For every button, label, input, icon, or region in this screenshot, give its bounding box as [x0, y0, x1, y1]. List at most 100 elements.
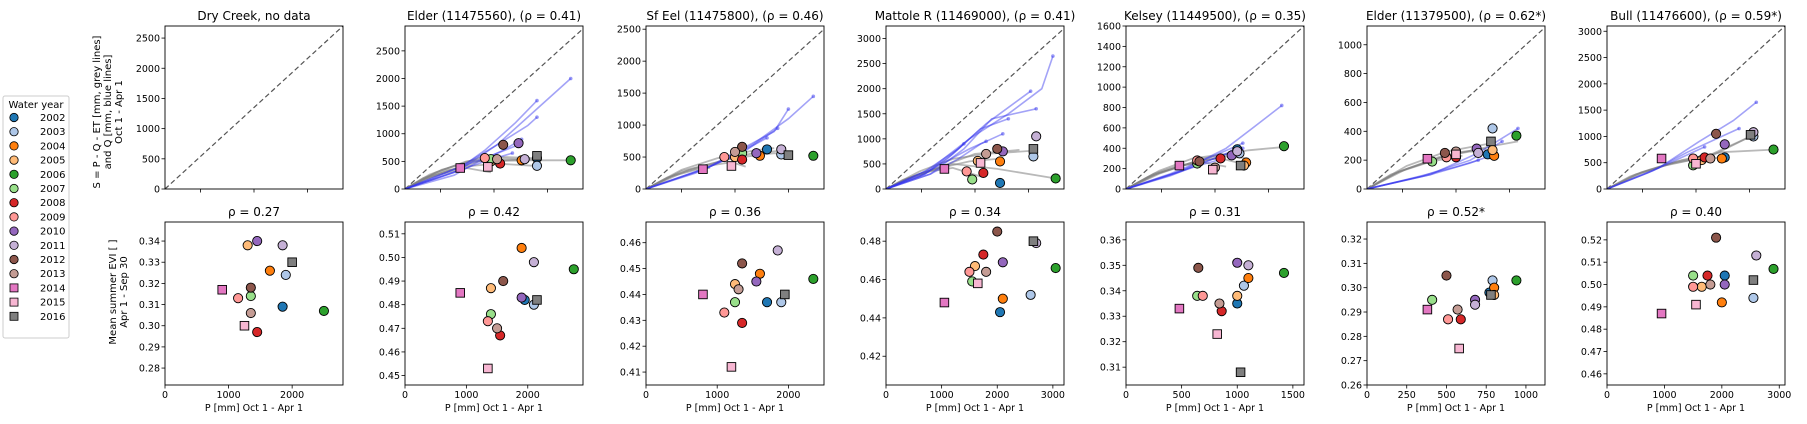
legend-marker-2003	[9, 127, 19, 137]
discharge-line-3	[405, 116, 538, 189]
discharge-line-2	[886, 90, 1032, 189]
point-2014	[455, 288, 465, 298]
legend-label-2007: 2007	[40, 184, 65, 195]
point-2015	[1451, 149, 1461, 160]
point-2006	[318, 305, 329, 316]
x-tick-label: 250	[1398, 390, 1416, 401]
y-tick-label: 0	[1115, 185, 1121, 196]
point-2012	[737, 258, 748, 269]
panel-bottom-2: ρ = 0.42 0.45 0.46 0.47 0.48 0.49 0.50 0.51 0 100…	[379, 205, 584, 414]
y-tick-label: 0.45	[379, 371, 400, 382]
point-2003	[531, 160, 543, 171]
point-2013	[1705, 153, 1716, 164]
point-2015	[726, 362, 737, 372]
panels: Dry Creek, no data05001000150020002500El…	[136, 9, 1792, 414]
point-2012	[245, 282, 256, 293]
point-2012	[498, 276, 509, 287]
point-2008	[978, 167, 989, 179]
discharge-line-3	[886, 108, 1037, 189]
point-2003	[280, 269, 291, 280]
discharge-line-3	[1607, 146, 1705, 189]
discharge-line-4	[646, 137, 768, 189]
y-tick-label: 500	[1584, 158, 1602, 169]
discharge-line-end-2	[1500, 139, 1504, 144]
y-tick-label: 1000	[857, 134, 881, 145]
y-tick-label: 2500	[857, 59, 881, 70]
discharge-line-5	[886, 133, 1004, 189]
panel-title: ρ = 0.42	[468, 205, 520, 219]
point-2016	[1745, 130, 1756, 140]
point-2013	[245, 307, 256, 319]
plot-area	[165, 26, 343, 189]
panel-top-3: Sf Eel (11475800), (ρ = 0.46) 0 500 1000 150…	[617, 9, 825, 196]
point-2006	[1511, 130, 1522, 141]
x-tick-label: 2000	[1710, 390, 1734, 401]
plot-frame	[645, 221, 825, 386]
y-tick-label: 0.30	[1341, 283, 1362, 294]
point-2011	[772, 245, 783, 256]
y-tick-label: 0.41	[620, 368, 641, 379]
panel-title: ρ = 0.36	[709, 205, 761, 219]
point-2010	[1232, 257, 1243, 268]
point-2012	[498, 139, 509, 150]
point-2014	[455, 163, 465, 173]
top-row-y-axis-label: S = P - Q - ET [mm, grey lines] and Q [m…	[92, 35, 125, 188]
point-2004	[1716, 153, 1727, 164]
point-2004	[1716, 297, 1727, 308]
discharge-line-1	[405, 77, 572, 189]
discharge-line-1	[1607, 101, 1757, 189]
y-tick-label: 0.27	[1341, 356, 1362, 367]
discharge-line-end-4	[1006, 116, 1011, 121]
discharge-line-1	[1126, 104, 1283, 189]
legend-item-2015: 2015	[9, 298, 65, 309]
y-tick-label: 1500	[1578, 106, 1602, 117]
y-tick-label: 500	[623, 153, 641, 164]
discharge-line-2	[1607, 127, 1740, 189]
y-tick-label: 0.49	[379, 277, 400, 288]
x-tick-label: 1000	[930, 390, 954, 401]
point-2007	[1427, 294, 1438, 305]
point-2015	[1212, 329, 1222, 339]
point-2011	[1031, 131, 1042, 142]
point-2005	[242, 240, 253, 251]
plot-area	[646, 28, 824, 189]
legend-marker-2004	[9, 141, 19, 151]
legend-item-2016: 2016	[9, 312, 65, 323]
discharge-line-end-3	[1702, 145, 1707, 149]
point-2011	[776, 144, 787, 155]
y-tick-label: 0.48	[1581, 325, 1602, 336]
point-2003	[1748, 292, 1759, 303]
point-2012	[1439, 147, 1450, 158]
plot-area	[886, 28, 1064, 189]
point-2015	[239, 320, 250, 331]
point-2013	[733, 284, 744, 295]
plot-frame	[164, 221, 344, 386]
bottom-ylabel-line-2: Apr 1 - Sep 30	[119, 256, 130, 328]
x-axis-label: P [mm] Oct 1 - Apr 1	[1647, 403, 1745, 414]
legend-label-2002: 2002	[40, 113, 65, 124]
point-2016	[287, 257, 297, 267]
plot-area	[1126, 26, 1304, 189]
point-2006	[1278, 267, 1290, 278]
point-2010	[751, 276, 762, 287]
y-tick-label: 0.48	[860, 237, 881, 248]
x-axis-label: P [mm] Oct 1 - Apr 1	[1166, 403, 1264, 414]
y-tick-label: 0.35	[1100, 261, 1121, 272]
point-2012	[1193, 262, 1204, 273]
point-2014	[939, 297, 950, 308]
point-2004	[516, 242, 527, 254]
y-tick-label: 0.28	[139, 364, 160, 375]
top-ylabel-line-3: Oct 1 - Apr 1	[114, 80, 125, 144]
point-2011	[1243, 260, 1254, 271]
y-tick-label: 800	[1344, 69, 1362, 80]
point-2004	[1243, 272, 1254, 284]
y-tick-label: 1000	[617, 121, 641, 132]
x-tick-label: 1000	[216, 390, 240, 401]
y-tick-label: 0.42	[860, 352, 881, 363]
point-2002	[994, 307, 1006, 318]
panel-top-1: Dry Creek, no data 0 500 1000 1500 2000 2500	[136, 9, 344, 196]
discharge-line-end-2	[1737, 126, 1741, 131]
point-2003	[1238, 280, 1249, 291]
one-to-one-line	[165, 26, 343, 189]
